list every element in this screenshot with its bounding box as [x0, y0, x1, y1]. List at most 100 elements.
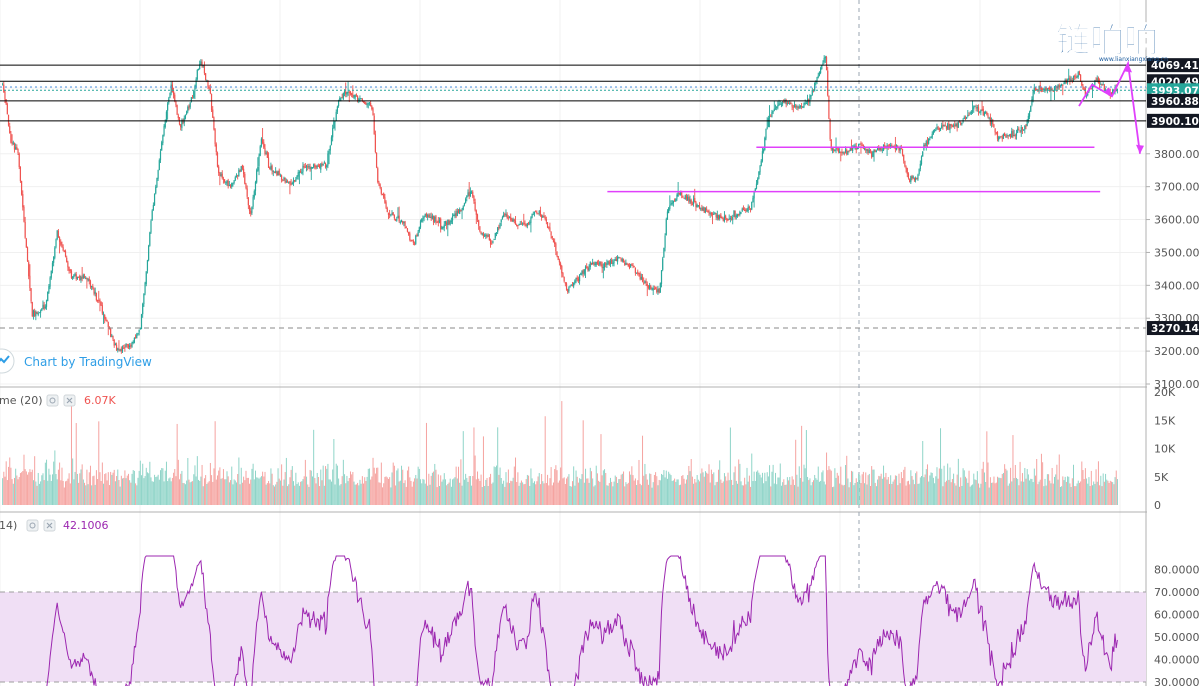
candle-body[interactable]: [23, 207, 25, 222]
candle-body[interactable]: [186, 111, 188, 115]
candle-body[interactable]: [163, 126, 165, 136]
candle-body[interactable]: [801, 105, 803, 108]
candle-body[interactable]: [1053, 86, 1056, 91]
candle-body[interactable]: [1045, 88, 1047, 90]
candle-body[interactable]: [746, 210, 748, 212]
candle-body[interactable]: [748, 207, 750, 209]
candle-body[interactable]: [1057, 84, 1059, 89]
candle-body[interactable]: [600, 261, 602, 265]
candle-body[interactable]: [821, 65, 823, 69]
candle-body[interactable]: [914, 177, 917, 181]
candle-body[interactable]: [1026, 120, 1028, 126]
candle-body[interactable]: [677, 192, 679, 197]
candle-body[interactable]: [980, 109, 982, 113]
candle-body[interactable]: [637, 271, 639, 274]
candle-body[interactable]: [448, 220, 450, 224]
candle-body[interactable]: [758, 171, 760, 179]
candle-body[interactable]: [602, 267, 604, 269]
candle-body[interactable]: [614, 259, 616, 261]
candle-body[interactable]: [676, 194, 678, 199]
candle-body[interactable]: [740, 212, 742, 214]
candle-body[interactable]: [95, 292, 97, 301]
candle-body[interactable]: [194, 85, 196, 91]
candle-body[interactable]: [159, 151, 162, 161]
candle-body[interactable]: [213, 117, 215, 130]
candle-body[interactable]: [177, 115, 179, 119]
settings-icon[interactable]: [46, 394, 59, 407]
candle-body[interactable]: [981, 109, 983, 111]
candle-body[interactable]: [1078, 71, 1081, 76]
candle-body[interactable]: [53, 256, 55, 263]
candle-body[interactable]: [120, 348, 122, 351]
candle-body[interactable]: [96, 300, 99, 302]
candle-body[interactable]: [798, 106, 800, 109]
candle-body[interactable]: [819, 68, 822, 74]
candle-body[interactable]: [544, 216, 546, 220]
candle-body[interactable]: [726, 218, 728, 221]
candle-body[interactable]: [478, 220, 480, 226]
candle-body[interactable]: [1072, 76, 1075, 82]
candle-body[interactable]: [662, 258, 664, 270]
candle-body[interactable]: [63, 250, 65, 252]
candle-body[interactable]: [191, 97, 194, 99]
candle-body[interactable]: [581, 271, 583, 274]
candle-body[interactable]: [238, 169, 240, 177]
candle-body[interactable]: [10, 133, 12, 143]
candle-body[interactable]: [771, 111, 773, 117]
candle-body[interactable]: [11, 142, 13, 144]
candle-body[interactable]: [884, 144, 886, 147]
candle-body[interactable]: [77, 276, 80, 278]
candle-body[interactable]: [928, 138, 930, 144]
candle-body[interactable]: [410, 240, 412, 242]
candle-body[interactable]: [415, 235, 417, 244]
candle-body[interactable]: [264, 147, 266, 154]
candle-body[interactable]: [643, 282, 645, 284]
candle-body[interactable]: [16, 146, 18, 150]
candle-body[interactable]: [616, 257, 619, 262]
candle-body[interactable]: [695, 201, 697, 207]
candle-body[interactable]: [639, 273, 641, 280]
candle-body[interactable]: [926, 141, 929, 144]
candle-body[interactable]: [460, 209, 462, 211]
candle-body[interactable]: [863, 148, 866, 150]
candle-body[interactable]: [22, 194, 24, 208]
candle-body[interactable]: [954, 124, 956, 127]
candle-body[interactable]: [615, 259, 617, 262]
candle-body[interactable]: [229, 185, 232, 188]
candle-body[interactable]: [510, 216, 512, 221]
candle-body[interactable]: [935, 130, 937, 132]
candle-body[interactable]: [481, 233, 483, 235]
candle-body[interactable]: [1110, 93, 1113, 95]
candle-body[interactable]: [181, 120, 183, 128]
candle-body[interactable]: [100, 301, 102, 306]
candle-body[interactable]: [709, 212, 711, 214]
candle-body[interactable]: [277, 171, 279, 175]
candle-body[interactable]: [1009, 134, 1012, 137]
candle-body[interactable]: [333, 121, 335, 129]
candle-body[interactable]: [341, 97, 343, 99]
candle-body[interactable]: [922, 151, 924, 157]
candle-body[interactable]: [294, 180, 296, 182]
candle-body[interactable]: [805, 102, 807, 104]
candle-body[interactable]: [279, 175, 282, 177]
candle-body[interactable]: [156, 177, 158, 188]
candle-body[interactable]: [226, 180, 228, 183]
candle-body[interactable]: [1017, 128, 1019, 133]
candle-body[interactable]: [979, 111, 981, 113]
candle-body[interactable]: [431, 215, 433, 219]
candle-body[interactable]: [578, 274, 581, 282]
candle-body[interactable]: [259, 146, 261, 156]
candle-body[interactable]: [241, 165, 244, 169]
candle-body[interactable]: [17, 149, 19, 153]
candle-body[interactable]: [567, 289, 569, 293]
candle-body[interactable]: [1063, 83, 1065, 85]
candle-body[interactable]: [486, 235, 488, 238]
candle-body[interactable]: [949, 124, 951, 130]
candle-body[interactable]: [571, 285, 574, 287]
candle-body[interactable]: [377, 168, 379, 183]
candle-body[interactable]: [583, 269, 585, 274]
settings-icon[interactable]: [26, 519, 39, 532]
rsi-pane[interactable]: [0, 555, 1146, 691]
candle-body[interactable]: [918, 168, 920, 174]
candle-body[interactable]: [32, 310, 35, 316]
